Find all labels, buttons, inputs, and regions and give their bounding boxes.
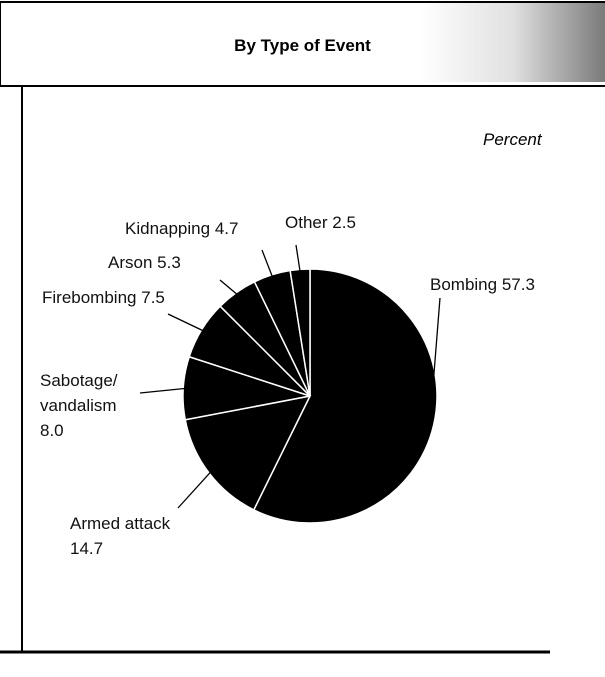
value-label: 57.3 xyxy=(501,275,535,294)
category-label: Armed attack xyxy=(70,514,171,533)
slice-label: Sabotage/ vandalism 8.0 xyxy=(40,368,135,443)
leader-line xyxy=(219,279,239,297)
value-label: 7.5 xyxy=(141,288,165,307)
value-label: 14.7 xyxy=(70,539,104,558)
slice-label: Other 2.5 xyxy=(285,210,405,235)
value-label: 4.7 xyxy=(214,219,239,238)
category-label: Kidnapping xyxy=(125,219,211,238)
pie-slice xyxy=(184,394,312,511)
slice-label: Bombing 57.3 xyxy=(430,272,590,297)
chart-title: By Type of Event xyxy=(234,36,371,55)
leader-line xyxy=(295,244,301,274)
texture xyxy=(420,2,605,82)
value-label: 5.3 xyxy=(157,253,181,272)
category-label: Bombing xyxy=(430,275,498,294)
value-label: 2.5 xyxy=(332,213,356,232)
value-label: 8.0 xyxy=(40,421,64,440)
category-label: Arson xyxy=(108,253,153,272)
leader-line xyxy=(167,313,206,333)
leader-line xyxy=(139,387,188,394)
chart-subtitle: Percent xyxy=(483,130,542,149)
slice-label: Firebombing 7.5 xyxy=(42,285,202,310)
slice-label: Kidnapping 4.7 xyxy=(125,216,285,241)
category-label: Other xyxy=(285,213,328,232)
pie-slice xyxy=(252,268,438,524)
category-label: Sabotage/ vandalism xyxy=(40,371,118,415)
leader-line xyxy=(261,249,274,279)
category-label: Firebombing xyxy=(42,288,137,307)
slice-label: Arson 5.3 xyxy=(108,250,248,275)
slice-label: Armed attack 14.7 xyxy=(70,511,230,561)
leader-line xyxy=(429,297,441,425)
leader-line xyxy=(177,470,213,509)
